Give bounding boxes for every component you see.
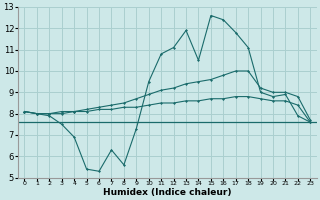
X-axis label: Humidex (Indice chaleur): Humidex (Indice chaleur) bbox=[103, 188, 232, 197]
